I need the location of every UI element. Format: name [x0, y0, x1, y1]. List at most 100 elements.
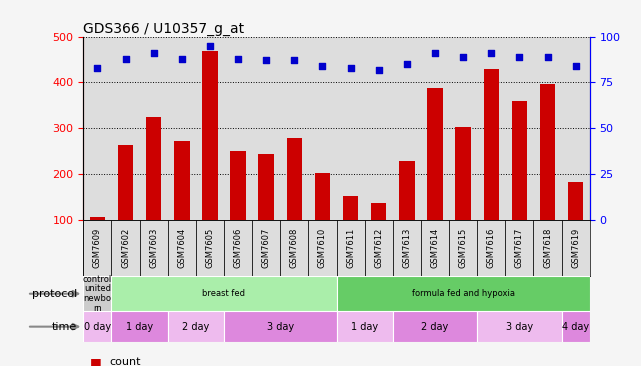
- Text: count: count: [109, 357, 140, 366]
- Bar: [140, 37, 168, 220]
- Point: [233, 56, 243, 61]
- Point: [374, 67, 384, 72]
- Bar: [512, 101, 527, 220]
- Bar: [112, 311, 168, 342]
- Bar: [393, 311, 477, 342]
- Bar: [168, 220, 196, 276]
- Text: GSM7616: GSM7616: [487, 228, 495, 268]
- Point: [345, 65, 356, 71]
- Point: [458, 54, 469, 60]
- Bar: [483, 69, 499, 220]
- Text: ■: ■: [90, 356, 101, 366]
- Text: 1 day: 1 day: [126, 322, 153, 332]
- Text: GSM7619: GSM7619: [571, 228, 580, 268]
- Point: [261, 57, 271, 63]
- Text: GSM7605: GSM7605: [205, 228, 215, 268]
- Text: GSM7604: GSM7604: [178, 228, 187, 268]
- Bar: [562, 311, 590, 342]
- Point: [289, 57, 299, 63]
- Bar: [140, 220, 168, 276]
- Bar: [421, 220, 449, 276]
- Bar: [287, 138, 302, 220]
- Bar: [562, 37, 590, 220]
- Text: GDS366 / U10357_g_at: GDS366 / U10357_g_at: [83, 22, 244, 36]
- Point: [542, 54, 553, 60]
- Bar: [393, 37, 421, 220]
- Text: GSM7609: GSM7609: [93, 228, 102, 268]
- Bar: [533, 220, 562, 276]
- Bar: [540, 84, 555, 220]
- Text: GSM7610: GSM7610: [318, 228, 327, 268]
- Bar: [315, 173, 330, 220]
- Bar: [505, 37, 533, 220]
- Text: control
united
newbo
rn: control united newbo rn: [83, 274, 112, 313]
- Text: time: time: [52, 322, 77, 332]
- Bar: [83, 220, 112, 276]
- Bar: [393, 220, 421, 276]
- Text: GSM7608: GSM7608: [290, 228, 299, 268]
- Text: 1 day: 1 day: [351, 322, 378, 332]
- Text: GSM7615: GSM7615: [458, 228, 468, 268]
- Bar: [308, 220, 337, 276]
- Text: 0 day: 0 day: [84, 322, 111, 332]
- Point: [514, 54, 524, 60]
- Text: 4 day: 4 day: [562, 322, 589, 332]
- Bar: [568, 182, 583, 220]
- Point: [402, 61, 412, 67]
- Bar: [280, 220, 308, 276]
- Point: [92, 65, 103, 71]
- Bar: [337, 311, 393, 342]
- Bar: [202, 51, 218, 220]
- Bar: [90, 217, 105, 220]
- Bar: [562, 220, 590, 276]
- Bar: [224, 311, 337, 342]
- Bar: [428, 88, 443, 220]
- Bar: [308, 37, 337, 220]
- Bar: [252, 220, 280, 276]
- Point: [317, 63, 328, 69]
- Bar: [112, 220, 140, 276]
- Bar: [168, 37, 196, 220]
- Point: [121, 56, 131, 61]
- Bar: [449, 220, 477, 276]
- Point: [205, 43, 215, 49]
- Text: GSM7614: GSM7614: [431, 228, 440, 268]
- Bar: [337, 276, 590, 311]
- Bar: [196, 220, 224, 276]
- Text: 3 day: 3 day: [506, 322, 533, 332]
- Text: GSM7613: GSM7613: [403, 228, 412, 268]
- Bar: [477, 37, 505, 220]
- Bar: [533, 37, 562, 220]
- Bar: [83, 311, 112, 342]
- Bar: [83, 276, 112, 311]
- Bar: [168, 311, 224, 342]
- Bar: [477, 311, 562, 342]
- Bar: [83, 37, 112, 220]
- Bar: [224, 37, 252, 220]
- Bar: [252, 37, 280, 220]
- Text: GSM7618: GSM7618: [543, 228, 552, 268]
- Text: protocol: protocol: [31, 289, 77, 299]
- Point: [177, 56, 187, 61]
- Point: [486, 50, 496, 56]
- Bar: [421, 37, 449, 220]
- Text: GSM7617: GSM7617: [515, 228, 524, 268]
- Point: [430, 50, 440, 56]
- Bar: [258, 154, 274, 220]
- Bar: [224, 220, 252, 276]
- Bar: [337, 37, 365, 220]
- Bar: [146, 117, 162, 220]
- Text: GSM7611: GSM7611: [346, 228, 355, 268]
- Bar: [505, 220, 533, 276]
- Bar: [477, 220, 505, 276]
- Bar: [455, 127, 471, 220]
- Text: GSM7607: GSM7607: [262, 228, 271, 268]
- Bar: [365, 220, 393, 276]
- Bar: [112, 276, 337, 311]
- Bar: [449, 37, 477, 220]
- Point: [149, 50, 159, 56]
- Text: breast fed: breast fed: [203, 289, 246, 298]
- Bar: [280, 37, 308, 220]
- Bar: [174, 141, 190, 220]
- Bar: [365, 37, 393, 220]
